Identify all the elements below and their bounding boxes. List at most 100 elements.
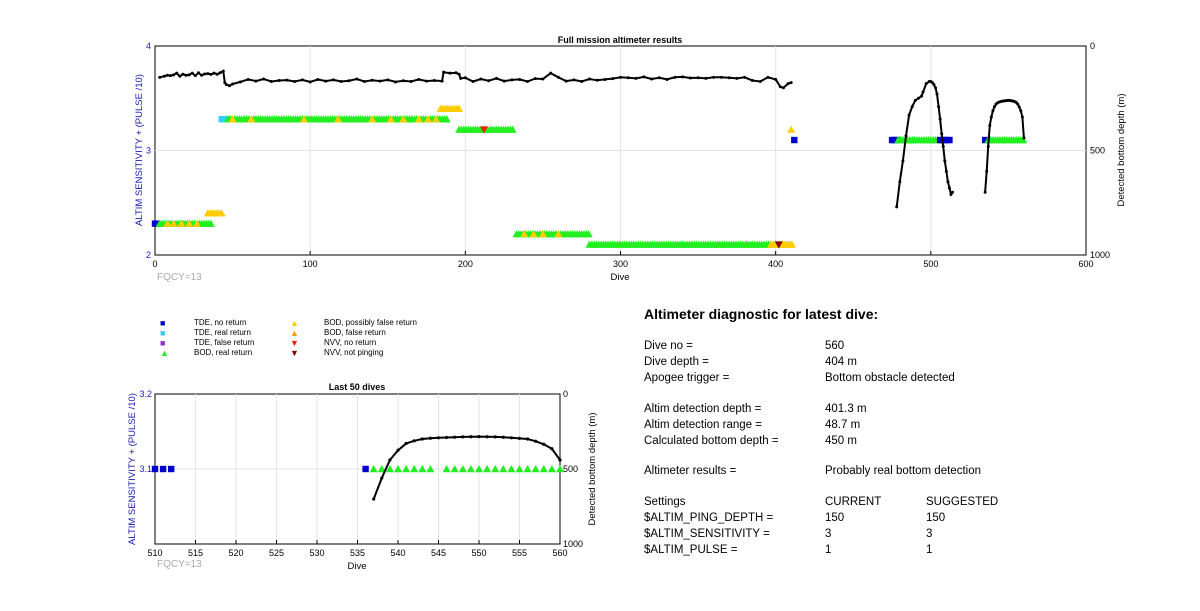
- bottom-depth-point: [916, 96, 920, 100]
- bottom-depth-point: [409, 80, 413, 84]
- legend-symbol-bod-real-return: ▲: [160, 348, 169, 358]
- recent-bottom-depth-point: [372, 497, 376, 501]
- diagnostic-title: Altimeter diagnostic for latest dive:: [644, 306, 879, 322]
- bod-possibly-false-marker: [192, 219, 201, 227]
- bod-real-return-marker: [369, 465, 378, 473]
- bod-possibly-false-marker: [538, 230, 547, 238]
- settings-header-label: Settings: [644, 496, 686, 508]
- nvv-no-return-marker: [479, 126, 488, 134]
- diagnostic-label: Altimeter results =: [644, 465, 737, 477]
- bottom-depth-point: [224, 83, 228, 87]
- bottom-depth-point: [269, 80, 273, 84]
- bottom-depth-point: [895, 205, 899, 209]
- bottom-depth-point: [440, 79, 444, 83]
- diagnostic-label: Calculated bottom depth =: [644, 435, 779, 447]
- recent-bottom-depth-point: [517, 436, 522, 440]
- bod-possibly-false-marker: [399, 115, 408, 123]
- legend-symbol-bod-false-return: ▲: [290, 328, 299, 338]
- bottom-depth-point: [564, 79, 568, 83]
- bottom-depth-point: [193, 74, 197, 78]
- settings-suggested: 1: [926, 544, 933, 556]
- recent-y-tick-label: 3.2: [139, 389, 152, 399]
- diagnostic-value: 401.3 m: [825, 403, 867, 415]
- bottom-depth-point: [417, 77, 421, 81]
- bottom-depth-point: [947, 186, 951, 190]
- main-axes: 0 100 200 300 400 500 600 2 3 4 0 500 1000: [146, 41, 1110, 269]
- recent-x-tick-label: 545: [431, 548, 446, 558]
- main-y2-tick-label: 1000: [1090, 250, 1110, 260]
- bod-real-return-marker: [508, 125, 517, 133]
- recent-bottom-depth-point: [396, 448, 400, 452]
- bod-possibly-false-marker: [163, 219, 172, 227]
- settings-suggested: 3: [926, 528, 933, 540]
- bottom-depth-point: [774, 77, 778, 81]
- bottom-depth-point: [913, 98, 917, 102]
- bottom-depth-point: [308, 80, 312, 84]
- bod-real-return-marker: [442, 115, 451, 123]
- main-footnote: FQCY=13: [157, 272, 202, 283]
- recent-bottom-depth-point: [550, 447, 554, 451]
- legend-label: NVV, no return: [324, 338, 377, 347]
- bottom-depth-point: [665, 77, 669, 81]
- bottom-depth-point: [898, 180, 902, 184]
- bod-real-return-marker: [402, 465, 411, 473]
- bottom-depth-point: [454, 71, 458, 75]
- bottom-depth-point: [223, 81, 227, 85]
- bod-possibly-false-marker: [185, 219, 194, 227]
- diagnostic-value: 450 m: [825, 435, 857, 447]
- recent-bottom-depth-point: [542, 442, 546, 446]
- recent-bottom-depth-point: [461, 435, 465, 439]
- bod-real-return-marker: [507, 465, 516, 473]
- bottom-depth-point: [904, 134, 908, 138]
- legend: ■ TDE, no return ■ TDE, real return ■ TDE, fa…: [160, 318, 460, 363]
- bottom-depth-point: [986, 144, 990, 148]
- bottom-depth-point: [580, 80, 584, 84]
- bottom-depth-point: [277, 78, 281, 82]
- bottom-depth-point: [735, 76, 739, 80]
- bottom-depth-point: [657, 76, 661, 80]
- recent-bottom-depth-point: [420, 437, 424, 441]
- bottom-depth-point: [920, 94, 924, 98]
- bod-possibly-false-marker: [787, 125, 796, 133]
- bottom-depth-point: [215, 72, 219, 76]
- bod-possibly-false-marker: [177, 219, 186, 227]
- bod-real-return-marker: [442, 465, 451, 473]
- recent-bottom-depth-point: [469, 435, 473, 439]
- bod-real-return-marker: [426, 465, 435, 473]
- bottom-depth-point: [316, 77, 320, 81]
- bottom-depth-point: [626, 76, 630, 80]
- main-y2-axis-label: Detected bottom depth (m): [1116, 94, 1127, 207]
- bod-possibly-false-marker: [424, 115, 433, 123]
- last-50-dives-chart: 510 515 520 525 530 535 540 545 550 555 560 3.1 3.2 0…: [127, 382, 598, 572]
- bottom-depth-point: [212, 71, 216, 75]
- bottom-depth-point: [587, 77, 591, 81]
- bottom-depth-point: [935, 92, 939, 96]
- bottom-depth-point: [172, 73, 176, 77]
- bottom-depth-point: [778, 85, 782, 89]
- bod-possibly-false-marker: [520, 230, 529, 238]
- bottom-depth-point: [200, 73, 204, 77]
- bottom-depth-point: [510, 78, 514, 82]
- recent-bottom-depth-point: [509, 436, 513, 440]
- bottom-depth-point: [933, 86, 937, 90]
- bottom-depth-point: [946, 180, 950, 184]
- bod-possibly-false-marker: [386, 115, 395, 123]
- bottom-depth-point: [991, 109, 995, 113]
- bottom-depth-point: [339, 80, 343, 84]
- tde-no-return-marker: [362, 465, 369, 473]
- recent-x-tick-label: 560: [552, 548, 567, 558]
- bottom-depth-point: [992, 105, 996, 109]
- legend-label: NVV, not pinging: [324, 348, 384, 357]
- recent-chart-title: Last 50 dives: [329, 382, 386, 392]
- bod-possibly-false-marker: [787, 240, 796, 248]
- bottom-depth-point: [930, 81, 934, 85]
- bottom-depth-point: [378, 79, 382, 83]
- bottom-depth-point: [209, 72, 213, 76]
- bottom-depth-point: [688, 76, 692, 80]
- bottom-depth-point: [704, 76, 708, 80]
- bottom-depth-point: [459, 76, 463, 80]
- bottom-depth-point: [502, 79, 506, 83]
- bod-real-return-marker: [483, 465, 492, 473]
- bottom-depth-point: [681, 75, 685, 79]
- legend-symbol-tde-false-return: ■: [160, 338, 166, 348]
